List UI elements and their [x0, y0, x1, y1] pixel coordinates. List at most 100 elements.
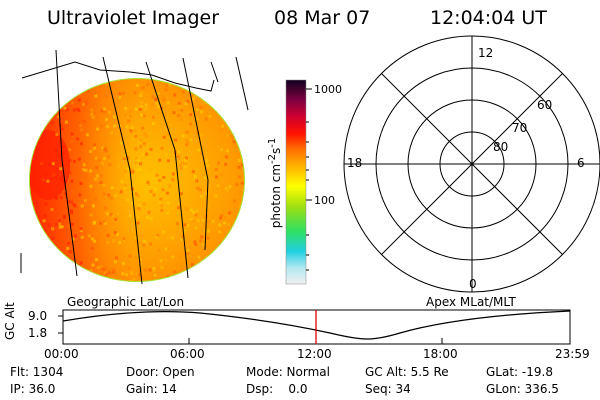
disk-noise-pixel — [198, 223, 202, 227]
status-dsp: Dsp: 0.0 — [246, 382, 308, 396]
disk-noise-pixel — [235, 182, 239, 186]
disk-noise-pixel — [30, 142, 34, 146]
disk-noise-pixel — [122, 157, 126, 161]
disk-noise-pixel — [153, 200, 157, 204]
disk-noise-pixel — [134, 240, 138, 244]
status-glon: GLon: 336.5 — [486, 382, 559, 396]
date-label: 08 Mar 07 — [274, 7, 371, 29]
disk-noise-pixel — [129, 212, 133, 216]
disk-noise-pixel — [128, 267, 132, 271]
disk-noise-pixel — [219, 128, 223, 132]
disk-noise-pixel — [79, 124, 83, 128]
disk-noise-pixel — [221, 124, 225, 128]
disk-noise-pixel — [82, 102, 86, 106]
disk-noise-pixel — [177, 101, 181, 105]
disk-noise-pixel — [80, 263, 84, 267]
disk-noise-pixel — [122, 239, 126, 242]
disk-noise-pixel — [232, 262, 236, 266]
disk-noise-pixel — [166, 101, 170, 105]
disk-noise-pixel — [206, 204, 210, 208]
disk-noise-pixel — [166, 211, 170, 215]
disk-noise-pixel — [56, 115, 60, 119]
disk-noise-pixel — [218, 223, 222, 227]
disk-noise-pixel — [238, 91, 242, 95]
disk-noise-pixel — [202, 96, 206, 100]
disk-noise-pixel — [203, 90, 207, 94]
disk-noise-pixel — [105, 94, 109, 98]
disk-noise-pixel — [242, 247, 244, 251]
disk-noise-pixel — [179, 167, 183, 170]
disk-noise-pixel — [153, 273, 157, 277]
disk-noise-pixel — [202, 243, 206, 247]
disk-noise-pixel — [180, 192, 183, 196]
disk-noise-pixel — [183, 229, 187, 233]
disk-noise-pixel — [52, 276, 56, 279]
disk-noise-pixel — [196, 90, 200, 94]
disk-noise-pixel — [50, 121, 54, 125]
disk-noise-pixel — [128, 91, 132, 95]
disk-noise-pixel — [100, 161, 104, 165]
mlat-label-60: 60 — [537, 98, 553, 112]
disk-noise-pixel — [89, 213, 93, 217]
disk-noise-pixel — [140, 119, 143, 122]
disk-noise-pixel — [56, 264, 60, 268]
disk-noise-pixel — [81, 271, 85, 275]
disk-noise-pixel — [60, 127, 64, 131]
disk-noise-pixel — [179, 164, 182, 168]
disk-noise-pixel — [124, 114, 128, 117]
disk-noise-pixel — [81, 176, 85, 180]
disk-noise-pixel — [35, 109, 39, 113]
disk-noise-pixel — [220, 228, 224, 232]
disk-noise-pixel — [171, 172, 175, 176]
disk-noise-pixel — [210, 97, 213, 101]
disk-noise-pixel — [37, 187, 41, 191]
disk-noise-pixel — [94, 197, 98, 201]
disk-noise-pixel — [174, 138, 178, 142]
disk-noise-pixel — [148, 167, 151, 171]
disk-noise-pixel — [151, 95, 155, 99]
disk-noise-pixel — [81, 170, 85, 174]
disk-noise-pixel — [47, 223, 51, 227]
disk-noise-pixel — [99, 221, 103, 225]
disk-noise-pixel — [137, 273, 141, 277]
disk-noise-pixel — [134, 147, 138, 151]
disk-noise-pixel — [136, 215, 140, 219]
colorbar-ticks — [306, 88, 312, 271]
mlt-label-18: 18 — [347, 156, 363, 170]
disk-noise-pixel — [111, 214, 115, 218]
disk-noise-pixel — [62, 214, 66, 218]
disk-noise-pixel — [156, 91, 159, 95]
disk-noise-pixel — [117, 165, 121, 169]
disk-noise-pixel — [139, 262, 143, 266]
disk-noise-pixel — [146, 216, 150, 219]
disk-noise-pixel — [39, 238, 43, 242]
disk-noise-pixel — [201, 197, 205, 201]
disk-noise-pixel — [106, 233, 110, 237]
disk-noise-pixel — [189, 122, 192, 126]
disk-noise-pixel — [39, 91, 43, 95]
disk-noise-pixel — [74, 79, 77, 83]
disk-noise-pixel — [209, 272, 213, 276]
disk-noise-pixel — [61, 151, 65, 155]
disk-noise-pixel — [130, 126, 134, 130]
disk-noise-pixel — [123, 169, 127, 173]
disk-noise-pixel — [192, 211, 196, 214]
disk-noise-pixel — [42, 219, 46, 223]
disk-noise-pixel — [221, 278, 225, 281]
disk-noise-pixel — [101, 146, 105, 150]
disk-noise-pixel — [241, 109, 244, 113]
disk-noise-pixel — [35, 121, 39, 125]
disk-noise-pixel — [149, 131, 152, 135]
disk-noise-pixel — [142, 202, 146, 206]
disk-noise-pixel — [96, 174, 100, 178]
disk-noise-pixel — [195, 209, 199, 213]
disk-noise-pixel — [60, 225, 64, 229]
disk-noise-pixel — [102, 107, 106, 111]
instrument-title: Ultraviolet Imager — [47, 7, 220, 29]
disk-noise-pixel — [185, 133, 189, 137]
disk-noise-pixel — [135, 84, 139, 87]
disk-noise-pixel — [196, 186, 200, 190]
disk-noise-pixel — [237, 165, 241, 169]
disk-noise-pixel — [58, 222, 62, 226]
